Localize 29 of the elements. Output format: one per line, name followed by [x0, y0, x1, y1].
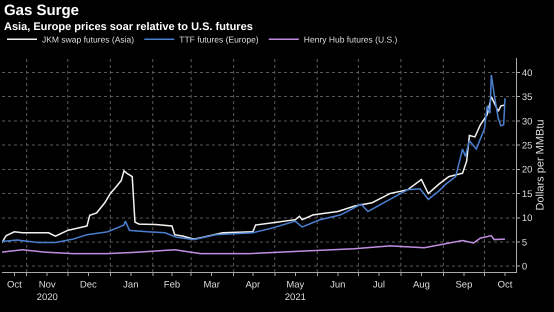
y-tick-label: 20	[522, 164, 532, 176]
y-tick-label: 15	[522, 188, 532, 200]
x-tick-label: Jan	[123, 279, 139, 290]
x-tick-label: Apr	[245, 279, 260, 290]
x-tick-label: Aug	[412, 279, 430, 290]
y-tick-label: 40	[522, 68, 532, 79]
y-tick-label: 0	[522, 262, 528, 273]
y-tick-label: 25	[522, 140, 532, 152]
chart-subtitle: Asia, Europe prices soar relative to U.S. futures	[4, 21, 253, 33]
x-tick-label: Mar	[204, 279, 220, 290]
legend-label: TTF futures (Europe)	[179, 34, 259, 45]
y-tick-label: 5	[522, 237, 528, 248]
x-tick-label: Nov 2020	[36, 279, 58, 303]
x-tick-label: Dec	[80, 279, 98, 290]
y-tick-label: 10	[522, 213, 532, 224]
legend-label: Henry Hub futures (U.S.)	[304, 34, 398, 45]
x-tick-label: Feb	[164, 279, 180, 290]
x-tick-label: Sep	[455, 279, 472, 290]
y-tick-label: 35	[522, 92, 532, 104]
line-series	[2, 234, 506, 254]
y-tick-label: 30	[522, 116, 532, 128]
x-tick-label: Oct	[6, 279, 22, 290]
x-tick-label: May 2021	[284, 279, 306, 303]
x-tick-label: Oct	[498, 279, 513, 290]
x-tick-label: Jul	[372, 279, 386, 290]
legend-label: JKM swap futures (Asia)	[42, 34, 134, 45]
x-tick-label: Jun	[330, 279, 346, 290]
chart-title: Gas Surge	[4, 2, 80, 19]
y-axis-title: Dollars per MMBtu	[534, 119, 547, 211]
